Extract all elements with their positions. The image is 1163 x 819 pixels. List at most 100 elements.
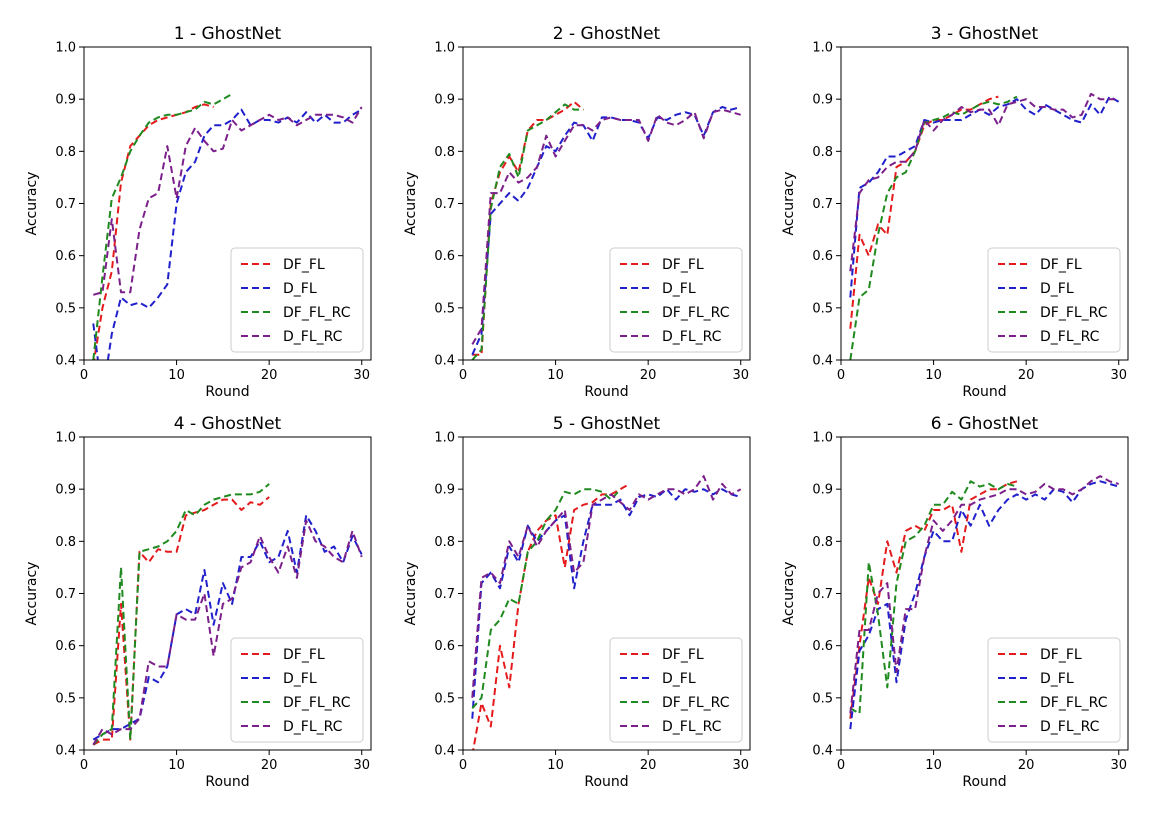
chart-title: 1 - GhostNet bbox=[174, 24, 282, 44]
x-axis-label: Round bbox=[962, 774, 1006, 790]
legend-label: D_FL_RC bbox=[662, 719, 722, 735]
plot-area bbox=[92, 93, 363, 360]
y-tick-label: 0.7 bbox=[434, 587, 455, 602]
legend-label: DF_FL bbox=[1040, 647, 1082, 663]
legend: DF_FL D_FL DF_FL_RC D_FL_RC bbox=[609, 247, 743, 353]
subplot-5: 5 - GhostNet 0.4 0.5 0.6 0.7 0.8 0.9 1.0 0 10 20 30… bbox=[403, 414, 751, 790]
chart-title: 3 - GhostNet bbox=[931, 24, 1039, 44]
x-tick-label: 0 bbox=[837, 368, 845, 383]
y-tick-label: 0.4 bbox=[812, 354, 833, 369]
y-tick-label: 0.4 bbox=[434, 354, 455, 369]
axes-frame bbox=[840, 46, 1129, 361]
x-tick-label: 10 bbox=[168, 368, 185, 383]
x-tick-label: 10 bbox=[925, 368, 942, 383]
legend-label: DF_FL_RC bbox=[1040, 695, 1108, 711]
subplot-3: 3 - GhostNet 0.4 0.5 0.6 0.7 0.8 0.9 1.0 0 10 20 30… bbox=[781, 24, 1129, 400]
series-line-d-fl bbox=[471, 488, 741, 719]
subplot-1: 1 - GhostNet 0.4 0.5 0.6 0.7 0.8 0.9 1.0 0 10 20 30… bbox=[24, 24, 372, 400]
legend-label: DF_FL_RC bbox=[662, 305, 730, 321]
series-line-df-fl bbox=[472, 483, 631, 750]
plot-area bbox=[849, 92, 1120, 360]
subplot-2: 2 - GhostNet 0.4 0.5 0.6 0.7 0.8 0.9 1.0 0 10 20 30… bbox=[403, 24, 751, 400]
legend: DF_FL D_FL DF_FL_RC D_FL_RC bbox=[230, 637, 364, 743]
legend-box bbox=[609, 247, 743, 353]
series-line-df-fl-rc bbox=[849, 95, 1018, 360]
series-line-d-fl-rc bbox=[849, 92, 1119, 272]
y-tick-label: 0.6 bbox=[812, 249, 833, 264]
y-tick-label: 0.5 bbox=[434, 301, 455, 316]
y-axis-label: Accuracy bbox=[403, 172, 419, 236]
chart-title: 5 - GhostNet bbox=[553, 414, 661, 434]
x-tick-label: 0 bbox=[459, 368, 467, 383]
subplot-4: 4 - GhostNet 0.4 0.5 0.6 0.7 0.8 0.9 1.0 0 10 20 30… bbox=[24, 414, 372, 790]
chart-title: 2 - GhostNet bbox=[553, 24, 661, 44]
y-tick-label: 0.7 bbox=[55, 587, 76, 602]
series-line-df-fl bbox=[849, 480, 1018, 719]
y-axis-label: Accuracy bbox=[24, 562, 40, 626]
axes-frame bbox=[462, 436, 751, 751]
legend-box bbox=[230, 637, 364, 743]
y-tick-label: 0.6 bbox=[55, 639, 76, 654]
legend-label: D_FL_RC bbox=[1040, 329, 1100, 345]
subplot-6: 6 - GhostNet 0.4 0.5 0.6 0.7 0.8 0.9 1.0 0 10 20 30… bbox=[781, 414, 1129, 790]
y-tick-label: 0.5 bbox=[434, 691, 455, 706]
series-line-df-fl-rc bbox=[471, 103, 584, 360]
x-tick-label: 10 bbox=[168, 758, 185, 773]
series-line-df-fl bbox=[92, 496, 270, 746]
y-axis-label: Accuracy bbox=[781, 172, 797, 236]
y-tick-label: 0.8 bbox=[434, 535, 455, 550]
chart-title: 6 - GhostNet bbox=[931, 414, 1039, 434]
y-tick-label: 0.6 bbox=[434, 249, 455, 264]
legend-label: DF_FL_RC bbox=[283, 305, 351, 321]
legend-label: DF_FL bbox=[1040, 257, 1082, 273]
series-line-d-fl bbox=[92, 108, 363, 360]
x-tick-label: 20 bbox=[640, 368, 657, 383]
y-axis-label: Accuracy bbox=[24, 172, 40, 236]
axes-frame bbox=[462, 46, 751, 361]
y-tick-label: 0.4 bbox=[55, 354, 76, 369]
x-axis-label: Round bbox=[205, 774, 249, 790]
y-tick-label: 0.7 bbox=[434, 197, 455, 212]
plot-area bbox=[92, 483, 363, 746]
x-tick-label: 10 bbox=[925, 758, 942, 773]
y-tick-label: 0.9 bbox=[434, 483, 455, 498]
y-tick-label: 0.8 bbox=[55, 145, 76, 160]
axes-frame bbox=[83, 436, 372, 751]
y-tick-label: 1.0 bbox=[812, 41, 833, 56]
y-tick-label: 1.0 bbox=[812, 431, 833, 446]
y-tick-label: 0.5 bbox=[812, 301, 833, 316]
legend: DF_FL D_FL DF_FL_RC D_FL_RC bbox=[230, 247, 364, 353]
y-tick-label: 0.5 bbox=[812, 691, 833, 706]
y-tick-label: 0.8 bbox=[812, 535, 833, 550]
legend: DF_FL D_FL DF_FL_RC D_FL_RC bbox=[987, 247, 1121, 353]
x-tick-label: 30 bbox=[732, 368, 749, 383]
x-tick-label: 30 bbox=[732, 758, 749, 773]
x-tick-label: 30 bbox=[1110, 758, 1127, 773]
y-tick-label: 1.0 bbox=[55, 41, 76, 56]
y-tick-label: 0.5 bbox=[55, 691, 76, 706]
y-tick-label: 0.9 bbox=[55, 483, 76, 498]
legend-label: D_FL_RC bbox=[662, 329, 722, 345]
x-axis-label: Round bbox=[584, 774, 628, 790]
x-tick-label: 0 bbox=[837, 758, 845, 773]
y-tick-label: 0.7 bbox=[55, 197, 76, 212]
plot-area bbox=[849, 475, 1119, 730]
legend-label: D_FL bbox=[283, 281, 317, 297]
legend-label: D_FL bbox=[1040, 281, 1074, 297]
x-tick-label: 20 bbox=[261, 758, 278, 773]
legend-label: D_FL bbox=[662, 281, 696, 297]
x-tick-label: 20 bbox=[1018, 368, 1035, 383]
y-tick-label: 0.4 bbox=[812, 744, 833, 759]
x-tick-label: 30 bbox=[353, 758, 370, 773]
series-line-df-fl-rc bbox=[92, 93, 233, 360]
legend-label: DF_FL bbox=[283, 257, 325, 273]
series-line-d-fl bbox=[849, 480, 1119, 730]
legend-label: D_FL_RC bbox=[283, 719, 343, 735]
y-tick-label: 0.7 bbox=[812, 587, 833, 602]
y-tick-label: 0.8 bbox=[812, 145, 833, 160]
x-tick-label: 0 bbox=[459, 758, 467, 773]
series-line-d-fl-rc bbox=[92, 519, 363, 746]
x-tick-label: 10 bbox=[547, 758, 564, 773]
series-line-d-fl-rc bbox=[471, 108, 741, 345]
